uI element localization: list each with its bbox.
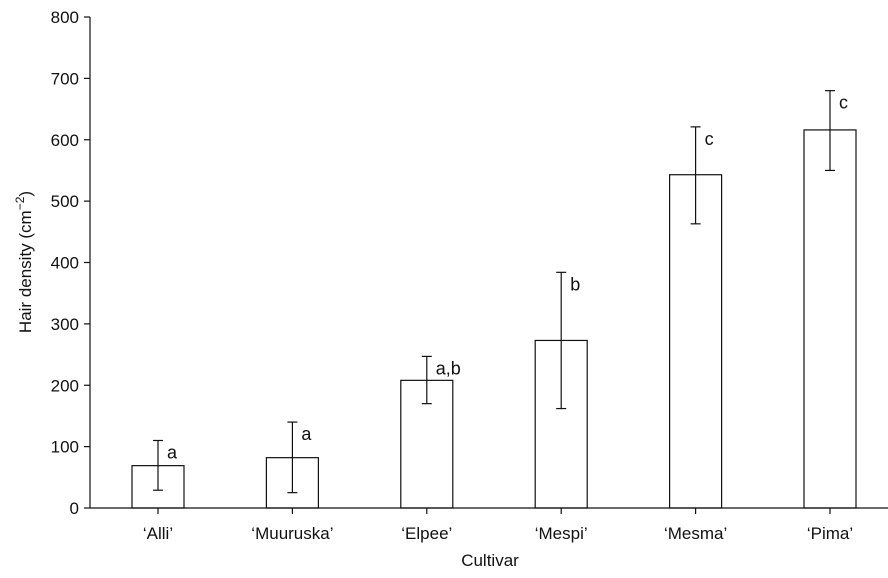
- y-axis-title: Hair density (cm−2): [13, 191, 35, 333]
- y-axis-title-close: ): [16, 191, 35, 197]
- y-tick-label-8: 800: [51, 8, 79, 27]
- y-tick-label-5: 500: [51, 192, 79, 211]
- y-ticks-layer: 0 100 200 300 400 500 600 700 800: [51, 8, 90, 518]
- x-tick-label-0: ‘Alli’: [143, 524, 173, 543]
- y-axis-title-superscript: −2: [13, 196, 27, 210]
- y-tick-label-3: 300: [51, 315, 79, 334]
- significance-labels-layer: a a a,b b c c: [167, 93, 848, 463]
- significance-label-1: a: [301, 424, 312, 444]
- x-tick-label-4: ‘Mesma’: [664, 524, 727, 543]
- y-axis-title-main: Hair density (cm: [16, 210, 35, 333]
- x-tick-label-5: ‘Pima’: [807, 524, 853, 543]
- error-bars-layer: [153, 90, 835, 494]
- y-tick-label-1: 100: [51, 438, 79, 457]
- x-ticks-layer: ‘Alli’ ‘Muuruska’ ‘Elpee’ ‘Mespi’ ‘Mesma’ ‘Pi…: [143, 508, 853, 543]
- bars-layer: [131, 129, 857, 509]
- y-tick-label-4: 400: [51, 254, 79, 273]
- significance-label-4: c: [705, 129, 714, 149]
- y-tick-label-7: 700: [51, 69, 79, 88]
- x-tick-label-1: ‘Muuruska’: [251, 524, 333, 543]
- y-tick-label-0: 0: [70, 499, 79, 518]
- axes-layer: [89, 17, 888, 509]
- bar-4: [668, 174, 723, 509]
- significance-label-5: c: [839, 93, 848, 113]
- y-tick-label-2: 200: [51, 376, 79, 395]
- significance-label-3: b: [570, 274, 580, 294]
- significance-label-2: a,b: [436, 358, 461, 378]
- x-axis-title: Cultivar: [461, 551, 519, 570]
- y-tick-label-6: 600: [51, 131, 79, 150]
- x-tick-label-2: ‘Elpee’: [401, 524, 452, 543]
- significance-label-0: a: [167, 442, 178, 462]
- x-tick-label-3: ‘Mespi’: [535, 524, 588, 543]
- bar-5: [803, 129, 857, 509]
